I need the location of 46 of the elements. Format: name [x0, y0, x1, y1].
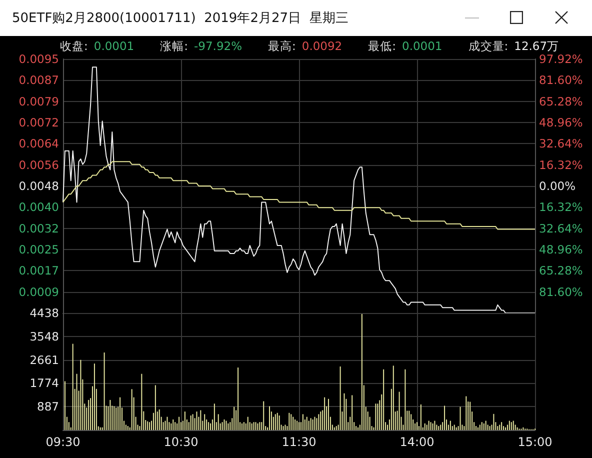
x-tick-label: 09:30 — [46, 435, 80, 449]
y2-tick-label: 81.60% — [539, 73, 583, 88]
y-tick-label: 3548 — [30, 329, 59, 344]
y-tick-label: 0.0079 — [18, 94, 59, 108]
y-tick-label: 0.0064 — [18, 136, 59, 151]
text: 0.0001 — [94, 39, 134, 53]
line-series — [62, 161, 536, 230]
y2-tick-label: 16.32% — [539, 158, 583, 172]
y2-tick-label: 0.00% — [539, 179, 576, 193]
y-tick-label: 0.0048 — [18, 179, 59, 193]
y2-tick-label: 32.64% — [539, 136, 583, 151]
y2-tick-label: 65.28% — [539, 264, 583, 278]
text: -97.92% — [194, 39, 242, 53]
y-tick-label: 0.0072 — [18, 116, 59, 130]
y-tick-label: 887 — [37, 400, 59, 414]
text: 0.0001 — [402, 39, 442, 53]
y-tick-label: 0.0095 — [18, 52, 59, 66]
y-tick-label: 0.0017 — [18, 264, 59, 278]
y2-tick-label: 48.96% — [539, 242, 583, 256]
y-tick-label: 0.0040 — [18, 200, 59, 214]
y-tick-label: 4438 — [30, 306, 59, 320]
y-tick-label: 0.0056 — [18, 158, 59, 172]
x-tick-label: 11:30 — [282, 435, 316, 449]
text: 成交量: — [468, 39, 508, 53]
y2-tick-label: 32.64% — [539, 221, 583, 236]
text: 12.67万 — [514, 39, 560, 53]
text: 最低: — [368, 39, 396, 53]
y-tick-label: 0.0025 — [18, 242, 59, 256]
y2-tick-label: 16.32% — [539, 200, 583, 214]
y2-tick-label: 65.28% — [539, 94, 583, 108]
x-tick-label: 10:30 — [164, 435, 198, 449]
text: 涨幅: — [160, 39, 188, 53]
y-tick-label: 2661 — [30, 352, 59, 367]
text: 收盘: — [60, 39, 88, 53]
chart-title: 50ETF购2月2800(10001711) 2019年2月27日 星期三 — [12, 10, 348, 27]
y-tick-label: 0.0032 — [18, 221, 59, 236]
y2-tick-label: 48.96% — [539, 116, 583, 130]
y-tick-label: 0.0087 — [18, 73, 59, 88]
y-tick-label: 1774 — [30, 376, 59, 390]
text: 最高: — [268, 39, 296, 53]
x-tick-label: 14:00 — [400, 435, 434, 449]
y2-tick-label: 97.92% — [539, 52, 583, 66]
text: 0.0092 — [302, 39, 342, 53]
y-tick-label: 0.0009 — [18, 284, 59, 299]
x-tick-label: 15:00 — [518, 435, 552, 449]
y2-tick-label: 81.60% — [539, 284, 583, 299]
